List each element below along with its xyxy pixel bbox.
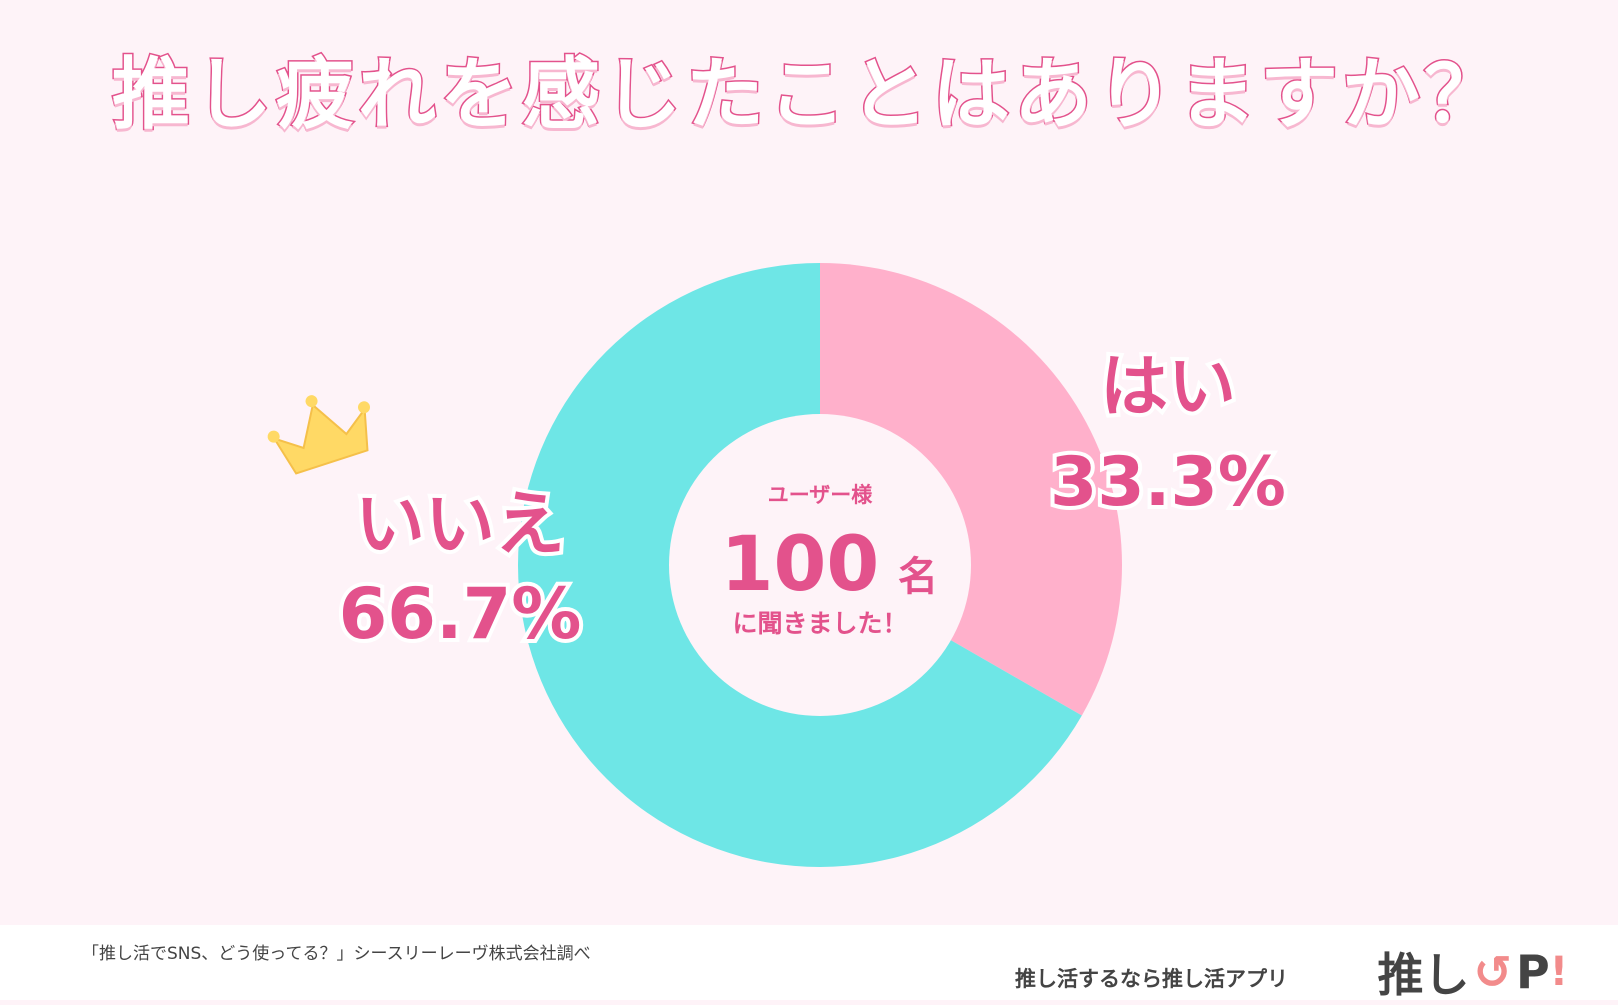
- slice-value-yes: 33.3%: [1050, 443, 1286, 522]
- center-top-text: ユーザー様: [768, 483, 874, 507]
- footer: 「推し活でSNS、どう使ってる？」シースリーレーヴ株式会社調べ 推し活するなら推…: [0, 925, 1618, 1002]
- logo-bang: !: [1549, 949, 1568, 995]
- center-bottom-text: に聞きました！: [732, 609, 907, 638]
- donut-chart: はい 33.3% いいえ 66.7% ユーザー様 100 名 に聞きました！: [267, 263, 1290, 867]
- slice-value-no: 66.7%: [339, 573, 582, 655]
- center-unit: 名: [898, 554, 938, 600]
- crown-icon: [267, 395, 371, 475]
- promo-text: 推し活するなら推し活アプリ: [1015, 967, 1288, 991]
- center-number: 100: [721, 519, 880, 608]
- donut-hole: [669, 414, 971, 716]
- slice-label-yes: はい: [1100, 348, 1236, 427]
- source-note: 「推し活でSNS、どう使ってる？」シースリーレーヴ株式会社調べ: [82, 944, 591, 964]
- slice-label-no: いいえ: [355, 483, 565, 565]
- logo-text: 推し: [1377, 948, 1470, 1002]
- page-title: 推し疲れを感じたことはありますか？: [110, 49, 1506, 142]
- logo-letter: P: [1516, 945, 1550, 999]
- logo-arrow-icon: ↺: [1473, 945, 1513, 999]
- app-logo: 推し ↺ P !: [1377, 939, 1568, 1005]
